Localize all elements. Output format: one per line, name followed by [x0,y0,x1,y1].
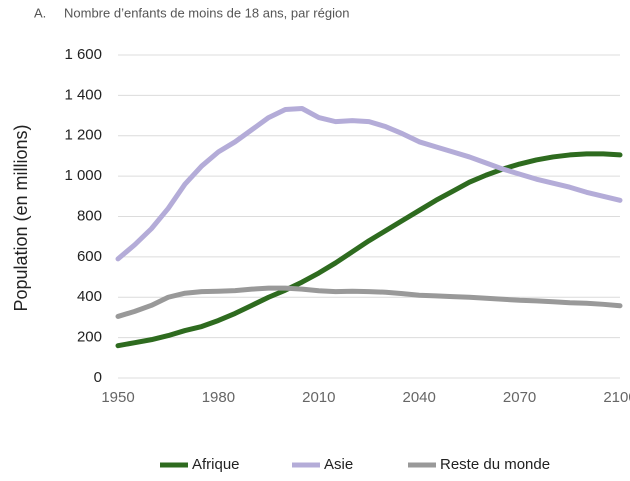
x-tick-label: 2010 [302,389,335,406]
x-tick-label: 1950 [101,389,134,406]
legend-label: Reste du monde [440,456,550,473]
y-axis-label: Population (en millions) [11,124,31,311]
panel-label: A. [34,5,46,20]
x-tick-label: 2100 [603,389,630,406]
y-tick-label: 0 [94,369,102,386]
y-tick-label: 200 [77,329,102,346]
legend-label: Asie [324,456,353,473]
y-tick-label: 1 400 [64,86,102,103]
series-line [115,285,623,319]
x-tick-label: 2040 [403,389,436,406]
x-tick-label: 2070 [503,389,536,406]
chart-title: Nombre d’enfants de moins de 18 ans, par… [64,5,349,20]
y-tick-label: 800 [77,207,102,224]
legend-label: Afrique [192,456,240,473]
y-tick-label: 1 600 [64,46,102,63]
y-tick-label: 600 [77,248,102,265]
series-line [115,151,623,349]
series-line [115,105,623,262]
y-tick-label: 1 200 [64,127,102,144]
x-tick-label: 1980 [202,389,235,406]
y-tick-label: 1 000 [64,167,102,184]
y-tick-label: 400 [77,288,102,305]
